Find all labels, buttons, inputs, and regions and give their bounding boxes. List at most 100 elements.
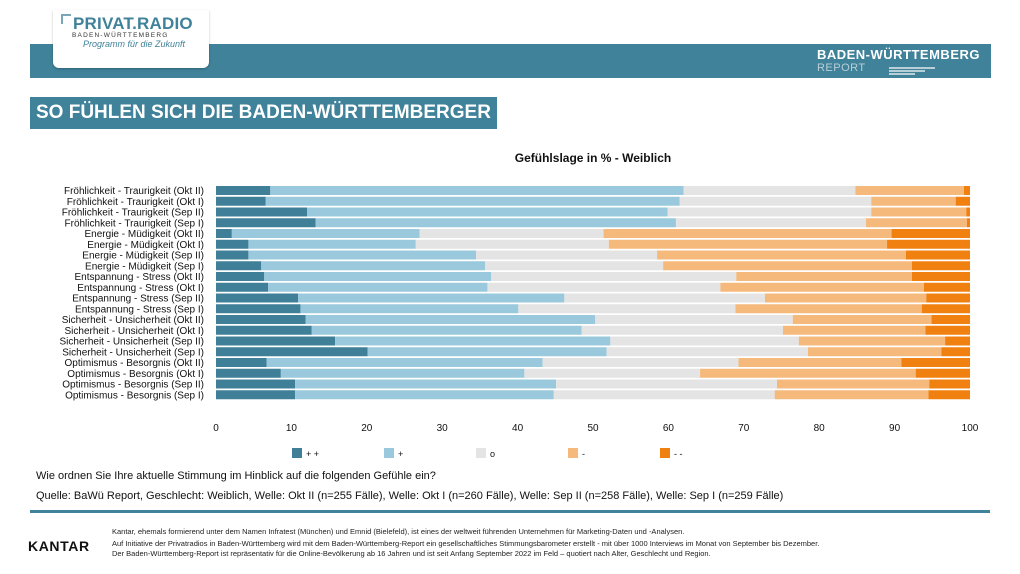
category-label: Sicherheit - Unsicherheit (Sep II) bbox=[59, 337, 204, 348]
x-tick-label: 0 bbox=[213, 423, 219, 434]
bar-segment bbox=[542, 358, 739, 367]
bar-segment bbox=[485, 261, 664, 271]
bar-segment bbox=[807, 347, 942, 357]
x-tick-label: 50 bbox=[587, 423, 599, 434]
bar-segment bbox=[736, 272, 912, 281]
bar-segment bbox=[476, 250, 658, 260]
category-label: Energie - Müdigkeit (Sep I) bbox=[85, 261, 204, 272]
category-label: Optimismus - Besorgnis (Sep I) bbox=[65, 390, 204, 401]
bar-segment bbox=[307, 207, 668, 217]
category-label: Entspannung - Stress (Okt II) bbox=[75, 272, 205, 283]
category-label: Fröhlichkeit - Traurigkeit (Okt II) bbox=[64, 186, 204, 197]
category-label: Entspannung - Stress (Okt I) bbox=[77, 283, 204, 294]
bar-segment bbox=[774, 390, 929, 400]
footnote-line-3: Der Baden-Württemberg-Report ist repräse… bbox=[112, 549, 711, 558]
bar-segment bbox=[926, 293, 970, 303]
x-tick-label: 70 bbox=[738, 423, 750, 434]
footnote-line-2: Auf Initiative der Privatradios in Baden… bbox=[112, 539, 820, 548]
bar-segment bbox=[280, 368, 525, 378]
category-label: Optimismus - Besorgnis (Okt I) bbox=[67, 369, 204, 380]
bar-segment bbox=[911, 261, 970, 271]
legend-label: + bbox=[398, 449, 403, 459]
bar-segment bbox=[663, 261, 912, 271]
bar-segment bbox=[216, 336, 336, 346]
bar-segment bbox=[929, 379, 970, 389]
bar-segment bbox=[216, 368, 281, 378]
bar-segment bbox=[335, 336, 611, 346]
category-label: Optimismus - Besorgnis (Okt II) bbox=[65, 358, 204, 369]
bar-segment bbox=[683, 186, 856, 195]
category-label: Sicherheit - Unsicherheit (Okt II) bbox=[62, 315, 204, 326]
bar-segment bbox=[216, 239, 249, 249]
stacked-bar-chart: Gefühlslage in % - Weiblich Fröhlichkeit … bbox=[59, 151, 978, 459]
x-tick-label: 80 bbox=[814, 423, 826, 434]
x-tick-label: 40 bbox=[512, 423, 524, 434]
bar-segment bbox=[216, 207, 308, 217]
bar-segment bbox=[915, 368, 970, 378]
legend-label: - - bbox=[674, 449, 683, 459]
bar-segment bbox=[925, 325, 970, 335]
bar-segment bbox=[855, 186, 964, 195]
legend-swatch bbox=[476, 448, 486, 458]
footnote-line-1: Kantar, ehemals formierend unter dem Nam… bbox=[112, 527, 685, 536]
bar-segment bbox=[963, 186, 970, 195]
bar-segment bbox=[491, 272, 737, 281]
bar-segment bbox=[248, 250, 477, 260]
bar-segment bbox=[268, 282, 488, 292]
bar-segment bbox=[216, 293, 299, 303]
bar-segment bbox=[911, 272, 970, 281]
x-tick-label: 20 bbox=[361, 423, 373, 434]
bar-segment bbox=[295, 379, 557, 389]
category-label: Sicherheit - Unsicherheit (Sep I) bbox=[62, 347, 204, 358]
bar-segment bbox=[216, 218, 316, 228]
bar-segment bbox=[792, 315, 932, 324]
bar-segment bbox=[216, 325, 312, 335]
legend-swatch bbox=[568, 448, 578, 458]
bar-segment bbox=[216, 390, 296, 400]
logo-tagline: Programm für die Zukunft bbox=[83, 39, 186, 49]
bar-segment bbox=[231, 229, 420, 238]
bar-segment bbox=[924, 282, 970, 292]
bar-segment bbox=[735, 304, 922, 314]
source-note: Quelle: BaWü Report, Geschlecht: Weiblic… bbox=[36, 490, 784, 502]
x-tick-label: 10 bbox=[286, 423, 298, 434]
category-label: Energie - Müdigkeit (Okt II) bbox=[85, 229, 204, 240]
bar-segment bbox=[295, 390, 554, 400]
bar-segment bbox=[606, 347, 808, 357]
bar-segment bbox=[928, 390, 970, 400]
bar-segment bbox=[581, 325, 784, 335]
bar-segment bbox=[266, 358, 543, 367]
legend-label: o bbox=[490, 449, 495, 459]
bar-segment bbox=[720, 282, 925, 292]
legend-label: - bbox=[582, 449, 585, 459]
bar-segment bbox=[419, 229, 604, 238]
bar-segment bbox=[776, 379, 930, 389]
bar-segment bbox=[298, 293, 565, 303]
legend-label: + + bbox=[306, 449, 319, 459]
category-label: Fröhlichkeit - Traurigkeit (Sep II) bbox=[62, 208, 204, 219]
bar-segment bbox=[679, 196, 872, 206]
privat-radio-logo: PRIVAT.RADIO BADEN-WÜRTTEMBERG Programm … bbox=[53, 10, 209, 68]
bar-segment bbox=[216, 282, 269, 292]
legend-swatch bbox=[384, 448, 394, 458]
bar-segment bbox=[305, 315, 596, 324]
report-title-word: REPORT bbox=[816, 62, 866, 74]
category-label: Energie - Müdigkeit (Sep II) bbox=[82, 251, 204, 262]
bar-segment bbox=[487, 282, 721, 292]
chart-title: Gefühlslage in % - Weiblich bbox=[515, 151, 671, 165]
bar-segment bbox=[315, 218, 676, 228]
bar-segment bbox=[553, 390, 775, 400]
survey-question: Wie ordnen Sie Ihre aktuelle Stimmung im… bbox=[36, 470, 436, 482]
x-tick-label: 30 bbox=[437, 423, 449, 434]
bar-segment bbox=[798, 336, 946, 346]
bar-segment bbox=[248, 239, 416, 249]
bar-segment bbox=[955, 196, 970, 206]
bar-segment bbox=[367, 347, 607, 357]
bar-segment bbox=[216, 358, 267, 367]
logo-bracket-icon bbox=[61, 14, 71, 24]
bar-segment bbox=[216, 229, 232, 238]
category-label: Energie - Müdigkeit (Okt I) bbox=[87, 240, 204, 251]
bar-segment bbox=[415, 239, 609, 249]
category-label: Optimismus - Besorgnis (Sep II) bbox=[62, 380, 204, 391]
bar-segment bbox=[595, 315, 793, 324]
